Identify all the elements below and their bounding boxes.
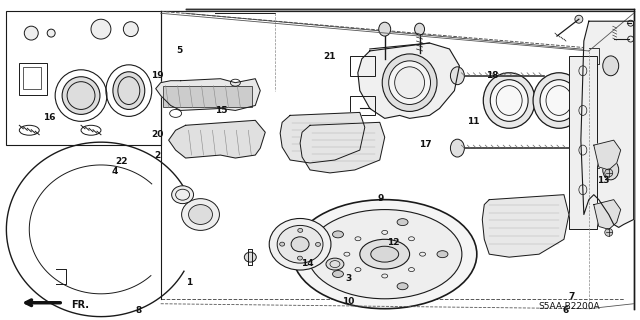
Ellipse shape xyxy=(47,29,55,37)
Ellipse shape xyxy=(91,19,111,39)
Ellipse shape xyxy=(360,239,410,269)
Ellipse shape xyxy=(397,283,408,290)
Text: 13: 13 xyxy=(597,176,610,185)
Ellipse shape xyxy=(326,258,344,270)
Ellipse shape xyxy=(333,270,344,277)
Text: 21: 21 xyxy=(323,52,336,61)
Ellipse shape xyxy=(298,228,303,232)
Polygon shape xyxy=(156,79,260,110)
Ellipse shape xyxy=(388,61,431,105)
Ellipse shape xyxy=(451,139,465,157)
Polygon shape xyxy=(280,112,365,163)
Ellipse shape xyxy=(415,23,424,35)
Polygon shape xyxy=(581,21,634,228)
Text: 11: 11 xyxy=(467,117,479,126)
Ellipse shape xyxy=(379,22,390,36)
Ellipse shape xyxy=(124,22,138,36)
Ellipse shape xyxy=(269,219,331,270)
Text: 12: 12 xyxy=(387,238,399,247)
Bar xyxy=(6,11,161,145)
Ellipse shape xyxy=(605,169,612,177)
Ellipse shape xyxy=(540,80,578,121)
Ellipse shape xyxy=(437,251,448,258)
Ellipse shape xyxy=(395,67,424,99)
Polygon shape xyxy=(169,120,265,158)
Text: 3: 3 xyxy=(346,275,352,284)
Ellipse shape xyxy=(371,246,399,262)
Bar xyxy=(163,86,252,108)
Bar xyxy=(350,96,375,116)
Polygon shape xyxy=(594,140,621,170)
Ellipse shape xyxy=(244,252,256,262)
Text: 15: 15 xyxy=(215,106,227,115)
Text: 20: 20 xyxy=(151,130,164,139)
Ellipse shape xyxy=(308,210,462,299)
Polygon shape xyxy=(358,43,460,118)
Ellipse shape xyxy=(533,73,585,128)
Bar xyxy=(569,56,596,229)
Text: 1: 1 xyxy=(186,278,193,287)
Ellipse shape xyxy=(451,67,465,85)
Ellipse shape xyxy=(333,231,344,238)
Text: FR.: FR. xyxy=(71,300,89,310)
Ellipse shape xyxy=(382,54,437,111)
Text: 14: 14 xyxy=(301,259,314,268)
Ellipse shape xyxy=(397,219,408,226)
Text: 9: 9 xyxy=(378,194,384,203)
Ellipse shape xyxy=(291,237,309,252)
Ellipse shape xyxy=(316,243,321,246)
Ellipse shape xyxy=(292,200,477,309)
Ellipse shape xyxy=(575,15,583,23)
Text: 6: 6 xyxy=(562,306,568,315)
Ellipse shape xyxy=(500,230,508,238)
Polygon shape xyxy=(483,195,569,257)
Ellipse shape xyxy=(277,225,323,263)
Bar xyxy=(350,56,375,76)
Text: 5: 5 xyxy=(177,46,183,55)
Text: 22: 22 xyxy=(115,157,127,166)
Text: 19: 19 xyxy=(151,71,164,80)
Text: 4: 4 xyxy=(111,167,118,176)
Ellipse shape xyxy=(280,242,285,246)
Ellipse shape xyxy=(189,204,212,224)
Ellipse shape xyxy=(24,26,38,40)
Text: 10: 10 xyxy=(342,297,355,306)
Text: 17: 17 xyxy=(419,140,431,148)
Text: S5AA-B2200A: S5AA-B2200A xyxy=(538,302,600,311)
Ellipse shape xyxy=(490,80,528,121)
Ellipse shape xyxy=(605,228,612,236)
Text: 8: 8 xyxy=(135,306,141,315)
Ellipse shape xyxy=(603,160,619,180)
Ellipse shape xyxy=(298,256,303,260)
Bar xyxy=(23,67,41,89)
Ellipse shape xyxy=(172,186,193,204)
Polygon shape xyxy=(594,200,621,229)
Text: 18: 18 xyxy=(486,71,499,80)
Text: 2: 2 xyxy=(154,151,161,160)
Bar xyxy=(19,63,47,95)
Ellipse shape xyxy=(603,56,619,76)
Ellipse shape xyxy=(113,72,145,109)
Text: 7: 7 xyxy=(568,292,575,301)
Ellipse shape xyxy=(483,73,535,128)
Ellipse shape xyxy=(62,77,100,114)
Text: 16: 16 xyxy=(43,113,56,122)
Ellipse shape xyxy=(182,199,220,230)
Polygon shape xyxy=(300,122,385,173)
